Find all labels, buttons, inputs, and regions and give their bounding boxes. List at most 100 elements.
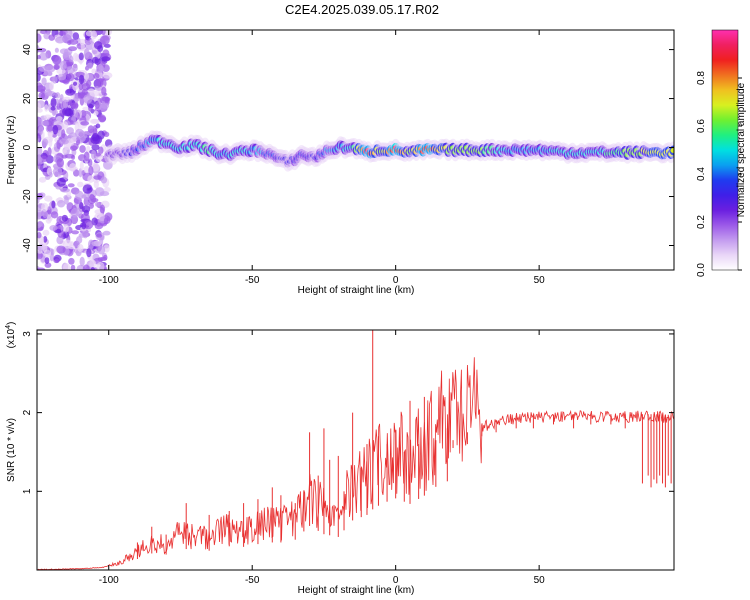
spectrogram-cell xyxy=(80,109,87,118)
spectrogram-cell xyxy=(51,200,56,209)
spectrogram-cell xyxy=(99,191,110,197)
spectrogram-cell xyxy=(94,85,104,91)
spectrogram-cell xyxy=(88,203,94,209)
snr-scale-prefix: (x10 xyxy=(6,328,17,348)
spectrogram-cell xyxy=(90,30,98,40)
spectrogram-cell xyxy=(43,249,52,258)
spectrogram-cell xyxy=(38,65,49,72)
spectrogram-cell xyxy=(99,35,110,46)
spectrogram-cell xyxy=(54,47,59,53)
spectrogram-cell xyxy=(85,80,92,88)
spectrogram-cell xyxy=(87,175,95,183)
spectrogram-cell xyxy=(79,161,84,171)
snr-x-tick-label: 50 xyxy=(534,575,546,586)
spectrogram-cell xyxy=(62,230,70,239)
spectrogram-cell xyxy=(102,72,113,79)
spectrogram-cell xyxy=(63,52,69,58)
spectrogram-cell xyxy=(44,195,53,202)
snr-x-axis-label: Height of straight line (km) xyxy=(298,585,415,596)
spectrogram-cell xyxy=(70,264,76,270)
spectrogram-cell xyxy=(68,46,78,52)
spectrogram-cell xyxy=(83,130,88,139)
spectrogram-cell xyxy=(82,184,93,194)
spectrogram-cell xyxy=(37,204,43,211)
spectrogram-cell xyxy=(61,154,68,159)
spectrogram-cell xyxy=(83,151,90,162)
spectrogram-cell xyxy=(75,136,81,146)
spectrogram-cell xyxy=(70,137,77,143)
spectrogram-cell xyxy=(73,169,80,177)
spectrogram-cell xyxy=(103,187,111,193)
snr-scale-exponent: 4 xyxy=(5,325,12,329)
spectrogram-x-tick-label: 0 xyxy=(393,275,399,286)
spectrogram-cell xyxy=(78,74,85,85)
spectrogram-cell xyxy=(93,110,99,116)
spectrogram-cell xyxy=(52,125,59,135)
spectrogram-cell xyxy=(93,41,103,50)
spectrogram-heatmap xyxy=(37,30,674,270)
spectrogram-cell xyxy=(61,129,66,139)
spectrogram-frame xyxy=(36,29,675,271)
spectrogram-cell xyxy=(66,67,76,74)
spectrogram-cell xyxy=(68,39,79,45)
snr-y-tick-label: 3 xyxy=(22,331,33,337)
spectrogram-y-tick-label: -20 xyxy=(22,189,33,204)
snr-panel: -100 -50 0 50 1 2 3 Height of straight line (… xyxy=(5,322,675,596)
snr-scale-close: ) xyxy=(6,322,17,325)
spectrogram-cell xyxy=(103,217,108,225)
spectrogram-cell xyxy=(66,127,74,135)
spectrogram-cell xyxy=(41,77,47,86)
spectrogram-cell xyxy=(48,34,56,41)
spectrogram-x-axis-label: Height of straight line (km) xyxy=(298,285,415,296)
spectrogram-cell xyxy=(83,72,90,80)
spectrogram-cell xyxy=(68,257,75,265)
colorbar: 0.0 0.2 0.4 0.6 0.8 Normalized spectral ampl… xyxy=(696,29,747,277)
spectrogram-cell xyxy=(37,55,41,60)
spectrogram-cell xyxy=(79,38,86,46)
snr-y-tick-label: 1 xyxy=(22,488,33,494)
spectrogram-cell xyxy=(89,259,97,269)
spectrogram-cell xyxy=(101,30,106,36)
colorbar-label: Normalized spectral amplitude xyxy=(736,82,747,217)
spectrogram-cell xyxy=(56,177,66,187)
spectrogram-cell xyxy=(91,68,97,74)
spectrogram-cell xyxy=(52,55,62,65)
spectrogram-cell xyxy=(54,64,60,70)
spectrogram-cell xyxy=(76,236,83,244)
spectrogram-cell xyxy=(61,214,69,222)
spectrogram-cell xyxy=(100,176,108,184)
snr-line xyxy=(37,357,674,570)
spectrogram-cell xyxy=(55,36,65,44)
spectrogram-cell xyxy=(50,106,56,111)
spectrogram-cell xyxy=(49,81,55,91)
spectrogram-cell xyxy=(96,233,103,238)
spectrogram-cell xyxy=(50,211,59,219)
spectrogram-cell xyxy=(62,99,69,109)
spectrogram-cell xyxy=(69,145,78,151)
spectrogram-x-ticks: -100 -50 0 50 xyxy=(99,30,545,286)
spectrogram-cell xyxy=(70,208,79,218)
spectrogram-cell xyxy=(77,181,84,188)
spectrogram-cell xyxy=(67,183,75,188)
spectrogram-cell xyxy=(93,175,103,180)
spectrogram-cell xyxy=(65,88,75,96)
spectrogram-cell xyxy=(98,78,104,83)
spectrogram-cell xyxy=(75,190,84,200)
spectrogram-cell xyxy=(91,133,100,142)
spectrogram-cell xyxy=(97,245,106,255)
snr-x-tick-label: -50 xyxy=(245,575,260,586)
spectrogram-cell xyxy=(670,148,674,154)
spectrogram-cell xyxy=(37,220,43,228)
spectrogram-cell xyxy=(60,188,70,193)
spectrogram-cell xyxy=(102,49,110,57)
colorbar-gradient xyxy=(711,29,739,271)
snr-series xyxy=(37,330,674,570)
spectrogram-cell xyxy=(41,138,49,147)
spectrogram-cell xyxy=(65,30,73,39)
spectrogram-cell xyxy=(56,158,65,168)
spectrogram-cell xyxy=(58,138,69,145)
spectrogram-cell xyxy=(91,56,99,64)
spectrogram-cell xyxy=(41,202,49,212)
snr-x-ticks: -100 -50 0 50 xyxy=(99,330,545,586)
spectrogram-cell xyxy=(101,86,107,96)
